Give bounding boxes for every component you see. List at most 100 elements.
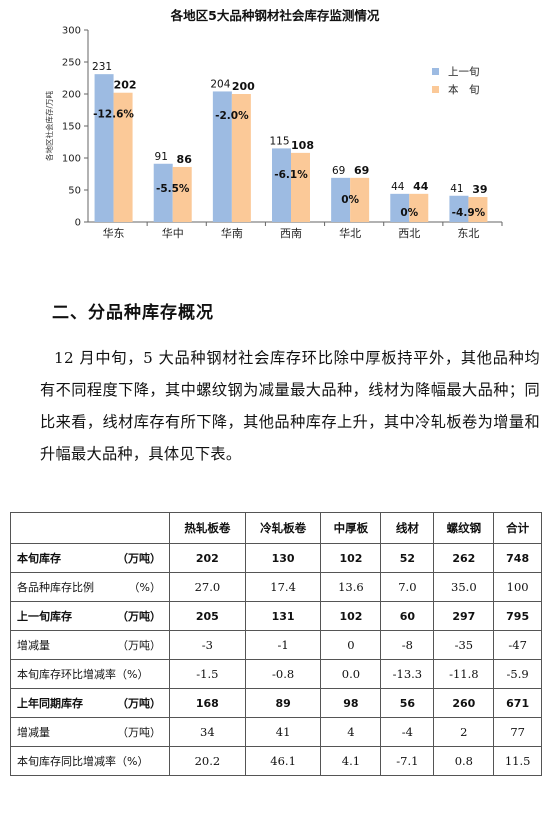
x-category-label: 华南 xyxy=(221,226,243,240)
bar-value-label: 115 xyxy=(269,135,289,147)
y-tick-label: 150 xyxy=(62,122,81,133)
x-category-label: 东北 xyxy=(457,227,479,240)
table-cell: 17.4 xyxy=(244,572,322,602)
bar-value-label: 44 xyxy=(413,180,429,193)
row-label-text: 本旬库存环比增减率（%） xyxy=(17,668,149,681)
legend-label: 本 旬 xyxy=(448,83,480,96)
row-label: 本旬库存环比增减率（%） xyxy=(10,659,170,689)
table-cell: 202 xyxy=(169,543,246,573)
change-percent-label: -6.1% xyxy=(274,169,308,181)
x-category-label: 华东 xyxy=(103,226,125,240)
table-cell: 260 xyxy=(433,688,495,718)
y-tick-label: 250 xyxy=(62,58,81,69)
table-cell: 2 xyxy=(433,717,495,747)
table-row: 增减量 （万吨） -3 -1 0 -8 -35 -47 xyxy=(10,630,542,660)
table-cell: 671 xyxy=(493,688,542,718)
bar xyxy=(272,148,291,222)
table-cell: 11.5 xyxy=(493,746,542,776)
table-cell: 795 xyxy=(493,601,542,631)
bar-value-label: 231 xyxy=(92,61,112,73)
table-cell: 205 xyxy=(169,601,246,631)
header-cell xyxy=(10,512,170,544)
legend-swatch xyxy=(432,68,439,75)
y-axis-label: 各地区社会库存/万吨 xyxy=(44,90,54,161)
change-percent-label: -2.0% xyxy=(215,110,249,122)
table-cell: 100 xyxy=(493,572,542,602)
chart-svg: 各地区5大品种钢材社会库存监测情况 0 50 100 150 200 250 300 各地区社会… xyxy=(44,8,503,240)
table-cell: 4 xyxy=(320,717,382,747)
bar xyxy=(409,193,429,222)
y-tick-label: 200 xyxy=(62,90,81,101)
table-cell: 98 xyxy=(320,688,382,718)
table-cell: 102 xyxy=(320,543,382,573)
table-cell: -1.5 xyxy=(169,659,246,689)
change-percent-label: -12.6% xyxy=(93,109,134,121)
header-cell: 冷轧板卷 xyxy=(244,512,322,544)
legend-label: 上一旬 xyxy=(448,65,480,78)
table-cell: -8 xyxy=(380,630,435,660)
table-row: 本旬库存同比增减率（%） 20.2 46.1 4.1 -7.1 0.8 11.5 xyxy=(10,746,542,776)
header-cell: 螺纹钢 xyxy=(433,512,495,544)
row-unit: （万吨） xyxy=(117,639,161,652)
bar xyxy=(113,92,133,222)
table-cell: 7.0 xyxy=(380,572,435,602)
x-category-label: 西北 xyxy=(398,227,420,240)
table-body: 本旬库存 （万吨） 202 130 102 52 262 748 各品种库存比例 （%） 27.0 1… xyxy=(10,543,542,776)
x-category-label: 华中 xyxy=(162,226,184,240)
row-unit: （万吨） xyxy=(117,697,161,710)
table-cell: 20.2 xyxy=(169,746,246,776)
table-cell: 56 xyxy=(380,688,435,718)
bar-value-label: 91 xyxy=(155,151,168,163)
header-cell: 中厚板 xyxy=(320,512,382,544)
y-tick-label: 100 xyxy=(62,154,81,165)
table-row: 本旬库存环比增减率（%） -1.5 -0.8 0.0 -13.3 -11.8 -5.9 xyxy=(10,659,542,689)
bar xyxy=(331,177,351,222)
table-cell: 60 xyxy=(380,601,435,631)
table-cell: -5.9 xyxy=(493,659,542,689)
bar xyxy=(153,163,173,222)
table-cell: 262 xyxy=(433,543,495,573)
table-cell: -13.3 xyxy=(380,659,435,689)
row-label: 增减量 （万吨） xyxy=(10,717,170,747)
bar xyxy=(212,91,232,222)
table-cell: 748 xyxy=(493,543,542,573)
table-cell: 46.1 xyxy=(244,746,322,776)
header-cell: 合计 xyxy=(493,512,542,544)
table-cell: 0.8 xyxy=(433,746,495,776)
paragraph-text: 12 月中旬，5 大品种钢材社会库存环比除中厚板持平外，其他品种均有不同程度下降… xyxy=(40,349,540,463)
table-cell: 0.0 xyxy=(320,659,382,689)
row-label-text: 增减量 xyxy=(17,639,50,652)
table-row: 本旬库存 （万吨） 202 130 102 52 262 748 xyxy=(10,543,542,573)
table-cell: 27.0 xyxy=(169,572,246,602)
table-cell: 77 xyxy=(493,717,542,747)
y-tick-label: 300 xyxy=(62,26,81,37)
row-label: 本旬库存 （万吨） xyxy=(10,543,170,573)
change-percent-label: 0% xyxy=(400,207,418,219)
inventory-table: 热轧板卷 冷轧板卷 中厚板 线材 螺纹钢 合计 本旬库存 （万吨） 202 130 10… xyxy=(10,512,542,776)
change-percent-label: -4.9% xyxy=(452,207,486,219)
x-category-label: 华北 xyxy=(339,226,361,240)
row-label: 本旬库存同比增减率（%） xyxy=(10,746,170,776)
bar xyxy=(468,197,488,222)
table-row: 上一旬库存 （万吨） 205 131 102 60 297 795 xyxy=(10,601,542,631)
row-unit: （万吨） xyxy=(117,610,161,623)
row-label-text: 各品种库存比例 xyxy=(17,581,94,594)
bar xyxy=(449,195,469,222)
table-header-row: 热轧板卷 冷轧板卷 中厚板 线材 螺纹钢 合计 xyxy=(10,512,542,544)
row-unit: （万吨） xyxy=(117,726,161,739)
bar xyxy=(94,74,114,222)
bar xyxy=(350,177,370,222)
table-cell: 34 xyxy=(169,717,246,747)
table-cell: -11.8 xyxy=(433,659,495,689)
header-cell: 热轧板卷 xyxy=(169,512,246,544)
table-cell: 13.6 xyxy=(320,572,382,602)
row-label: 上年同期库存 （万吨） xyxy=(10,688,170,718)
bar xyxy=(291,152,310,222)
bar xyxy=(390,193,410,222)
table-cell: -1 xyxy=(244,630,322,660)
table-cell: -7.1 xyxy=(380,746,435,776)
header-cell: 线材 xyxy=(380,512,435,544)
row-unit: （%） xyxy=(128,581,161,594)
table-cell: 52 xyxy=(380,543,435,573)
table-row: 各品种库存比例 （%） 27.0 17.4 13.6 7.0 35.0 100 xyxy=(10,572,542,602)
